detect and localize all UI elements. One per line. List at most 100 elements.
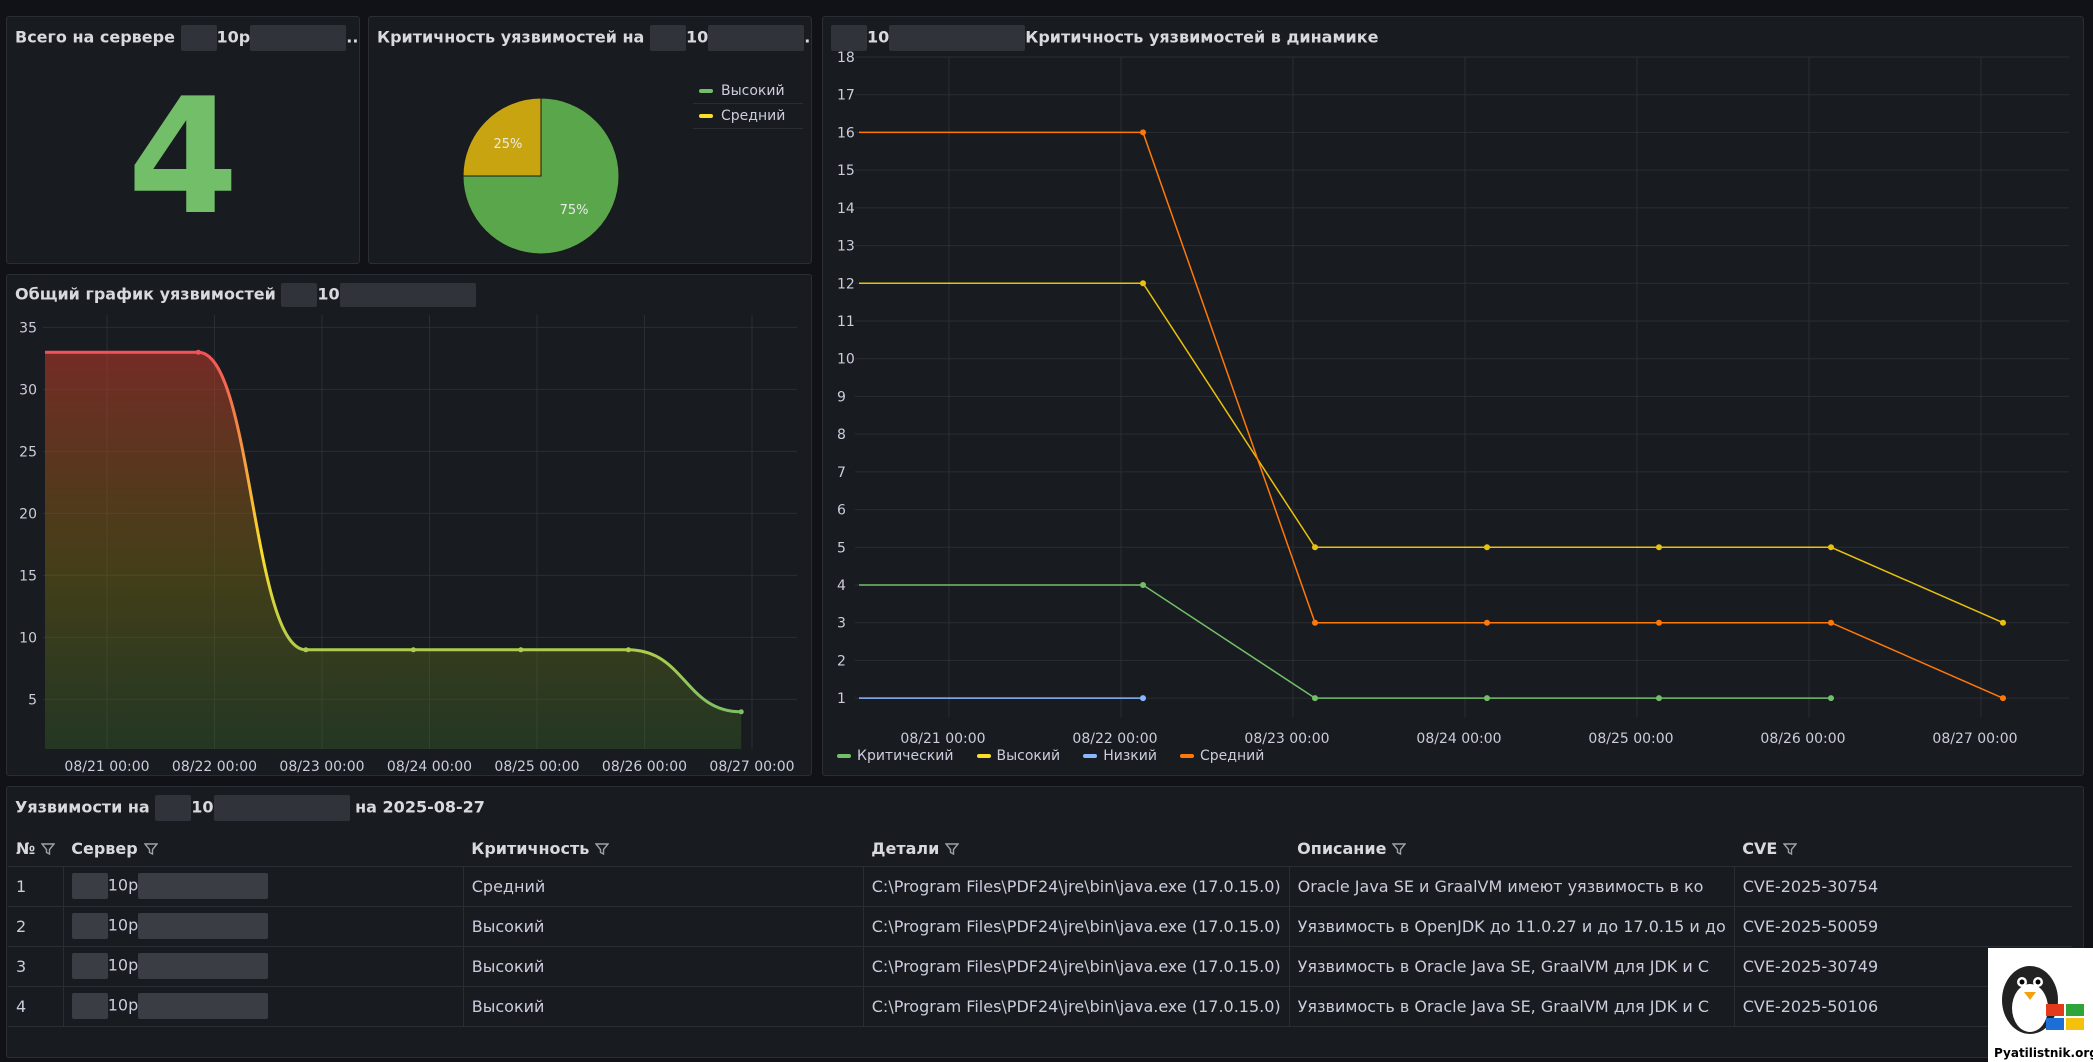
line-point [1484,619,1490,626]
line-series-Средний [859,131,2004,699]
pie-slice [462,97,542,177]
area-point [625,647,631,653]
y-tick-label: 13 [837,239,855,255]
line-point [1828,544,1834,551]
area-point [738,709,744,715]
legend-item-low[interactable]: Низкий [1083,748,1157,764]
y-tick-label: 12 [837,276,855,292]
x-tick-label: 08/22 00:00 [1072,731,1157,747]
line-point [1140,695,1146,702]
cell-details: C:\Program Files\PDF24\jre\bin\java.exe … [863,866,1290,907]
y-tick-label: 10 [19,630,37,646]
column-header-cve[interactable]: CVE [1734,832,2072,867]
table-row[interactable]: 1 10р Средний C:\Program Files\PDF24\jre… [8,866,2072,907]
x-tick-label: 08/21 00:00 [900,731,985,747]
line-series-Критический [859,584,1831,699]
pie-legend: Высокий Средний [693,79,803,129]
filter-icon[interactable] [595,842,610,856]
table-panel-title[interactable]: Уязвимости на 10 на 2025-08-27 [15,795,485,821]
filter-icon[interactable] [41,842,56,856]
y-tick-label: 8 [837,427,846,443]
cell-num: 1 [8,866,64,907]
pie-slice-label: 25% [493,137,522,152]
column-header-severity[interactable]: Критичность [463,832,864,867]
y-tick-label: 15 [19,568,37,584]
line-point [1312,544,1318,551]
dynamics-legend: Критический Высокий Низкий Средний [837,743,1282,764]
filter-icon[interactable] [143,842,158,856]
cell-server: 10р [63,986,464,1027]
y-tick-label: 3 [837,616,846,632]
cell-details: C:\Program Files\PDF24\jre\bin\java.exe … [863,986,1290,1027]
y-tick-label: 35 [19,320,37,336]
cell-cve: CVE-2025-30754 [1734,866,2072,907]
x-tick-label: 08/26 00:00 [1760,731,1845,747]
y-tick-label: 30 [19,382,37,398]
table-row[interactable]: 2 10р Высокий C:\Program Files\PDF24\jre… [8,906,2072,947]
y-tick-label: 11 [837,314,855,330]
line-point [1484,695,1490,702]
pie-chart: 75% 25% [462,97,620,255]
line-point [1828,619,1834,626]
x-tick-label: 08/23 00:00 [1244,731,1329,747]
line-point [1828,695,1834,702]
x-tick-label: 08/26 00:00 [602,759,687,775]
line-point [1312,695,1318,702]
pie-slice [462,97,620,255]
y-tick-label: 16 [837,125,855,141]
stat-panel: Всего на сервере 10р... 4 [6,16,360,264]
cell-description: Oracle Java SE и GraalVM имеют уязвимост… [1289,866,1735,907]
cell-description: Уязвимость в OpenJDK до 11.0.27 и до 17.… [1289,906,1735,947]
area-chart: 5 10 15 20 25 30 35 08/21 00:00 08/22 00:00 08/23… [19,315,797,775]
line-point [1140,280,1146,287]
y-tick-label: 10 [837,352,855,368]
column-header-num[interactable]: № [8,832,64,867]
line-point [1656,619,1662,626]
y-tick-label: 7 [837,465,846,481]
table-row[interactable]: 4 10р Высокий C:\Program Files\PDF24\jre… [8,986,2072,1027]
y-tick-label: 9 [837,389,846,405]
pie-panel-title[interactable]: Критичность уязвимостей на 10... [377,25,811,51]
y-tick-label: 20 [19,506,37,522]
legend-item-high[interactable]: Высокий [976,748,1060,764]
legend-item-critical[interactable]: Критический [837,748,953,764]
filter-icon[interactable] [1392,842,1407,856]
cell-num: 2 [8,906,64,947]
pie-legend-item-high[interactable]: Высокий [693,79,803,104]
x-tick-label: 08/24 00:00 [387,759,472,775]
cell-severity: Средний [463,866,864,907]
y-tick-label: 5 [837,540,846,556]
filter-icon[interactable] [1783,842,1798,856]
watermark-logo: Pyatilistnik.org [1988,948,2093,1062]
cell-server: 10р [63,866,464,907]
dynamics-panel-title[interactable]: 10 Критичность уязвимостей в динамике [831,25,1378,51]
penguin-logo-icon [2002,966,2084,1034]
x-tick-label: 08/24 00:00 [1416,731,1501,747]
stat-panel-title[interactable]: Всего на сервере 10р... [15,25,359,51]
y-tick-label: 17 [837,88,855,104]
cell-description: Уязвимость в Oracle Java SE, GraalVM для… [1289,946,1735,987]
cell-severity: Высокий [463,946,864,987]
y-tick-label: 6 [837,503,846,519]
line-point [1656,544,1662,551]
y-tick-label: 2 [837,653,846,669]
line-point [1484,544,1490,551]
watermark-text: Pyatilistnik.org [1994,1046,2093,1060]
column-header-description[interactable]: Описание [1289,832,1735,867]
pie-legend-item-medium[interactable]: Средний [693,104,803,129]
table-row[interactable]: 3 10р Высокий C:\Program Files\PDF24\jre… [8,946,2072,987]
line-point [2000,619,2006,626]
line-point [1656,695,1662,702]
area-panel-title[interactable]: Общий график уязвимостей 10 [15,283,476,307]
area-point [303,647,309,653]
column-header-details[interactable]: Детали [863,832,1290,867]
cell-severity: Высокий [463,906,864,947]
column-header-server[interactable]: Сервер [63,832,464,867]
cell-server: 10р [63,906,464,947]
filter-icon[interactable] [945,842,960,856]
cell-description: Уязвимость в Oracle Java SE, GraalVM для… [1289,986,1735,1027]
y-tick-label: 4 [837,578,846,594]
legend-item-medium[interactable]: Средний [1180,748,1264,764]
vulnerabilities-table: № Сервер Критичность Детали Описание CVE… [8,832,2072,1027]
